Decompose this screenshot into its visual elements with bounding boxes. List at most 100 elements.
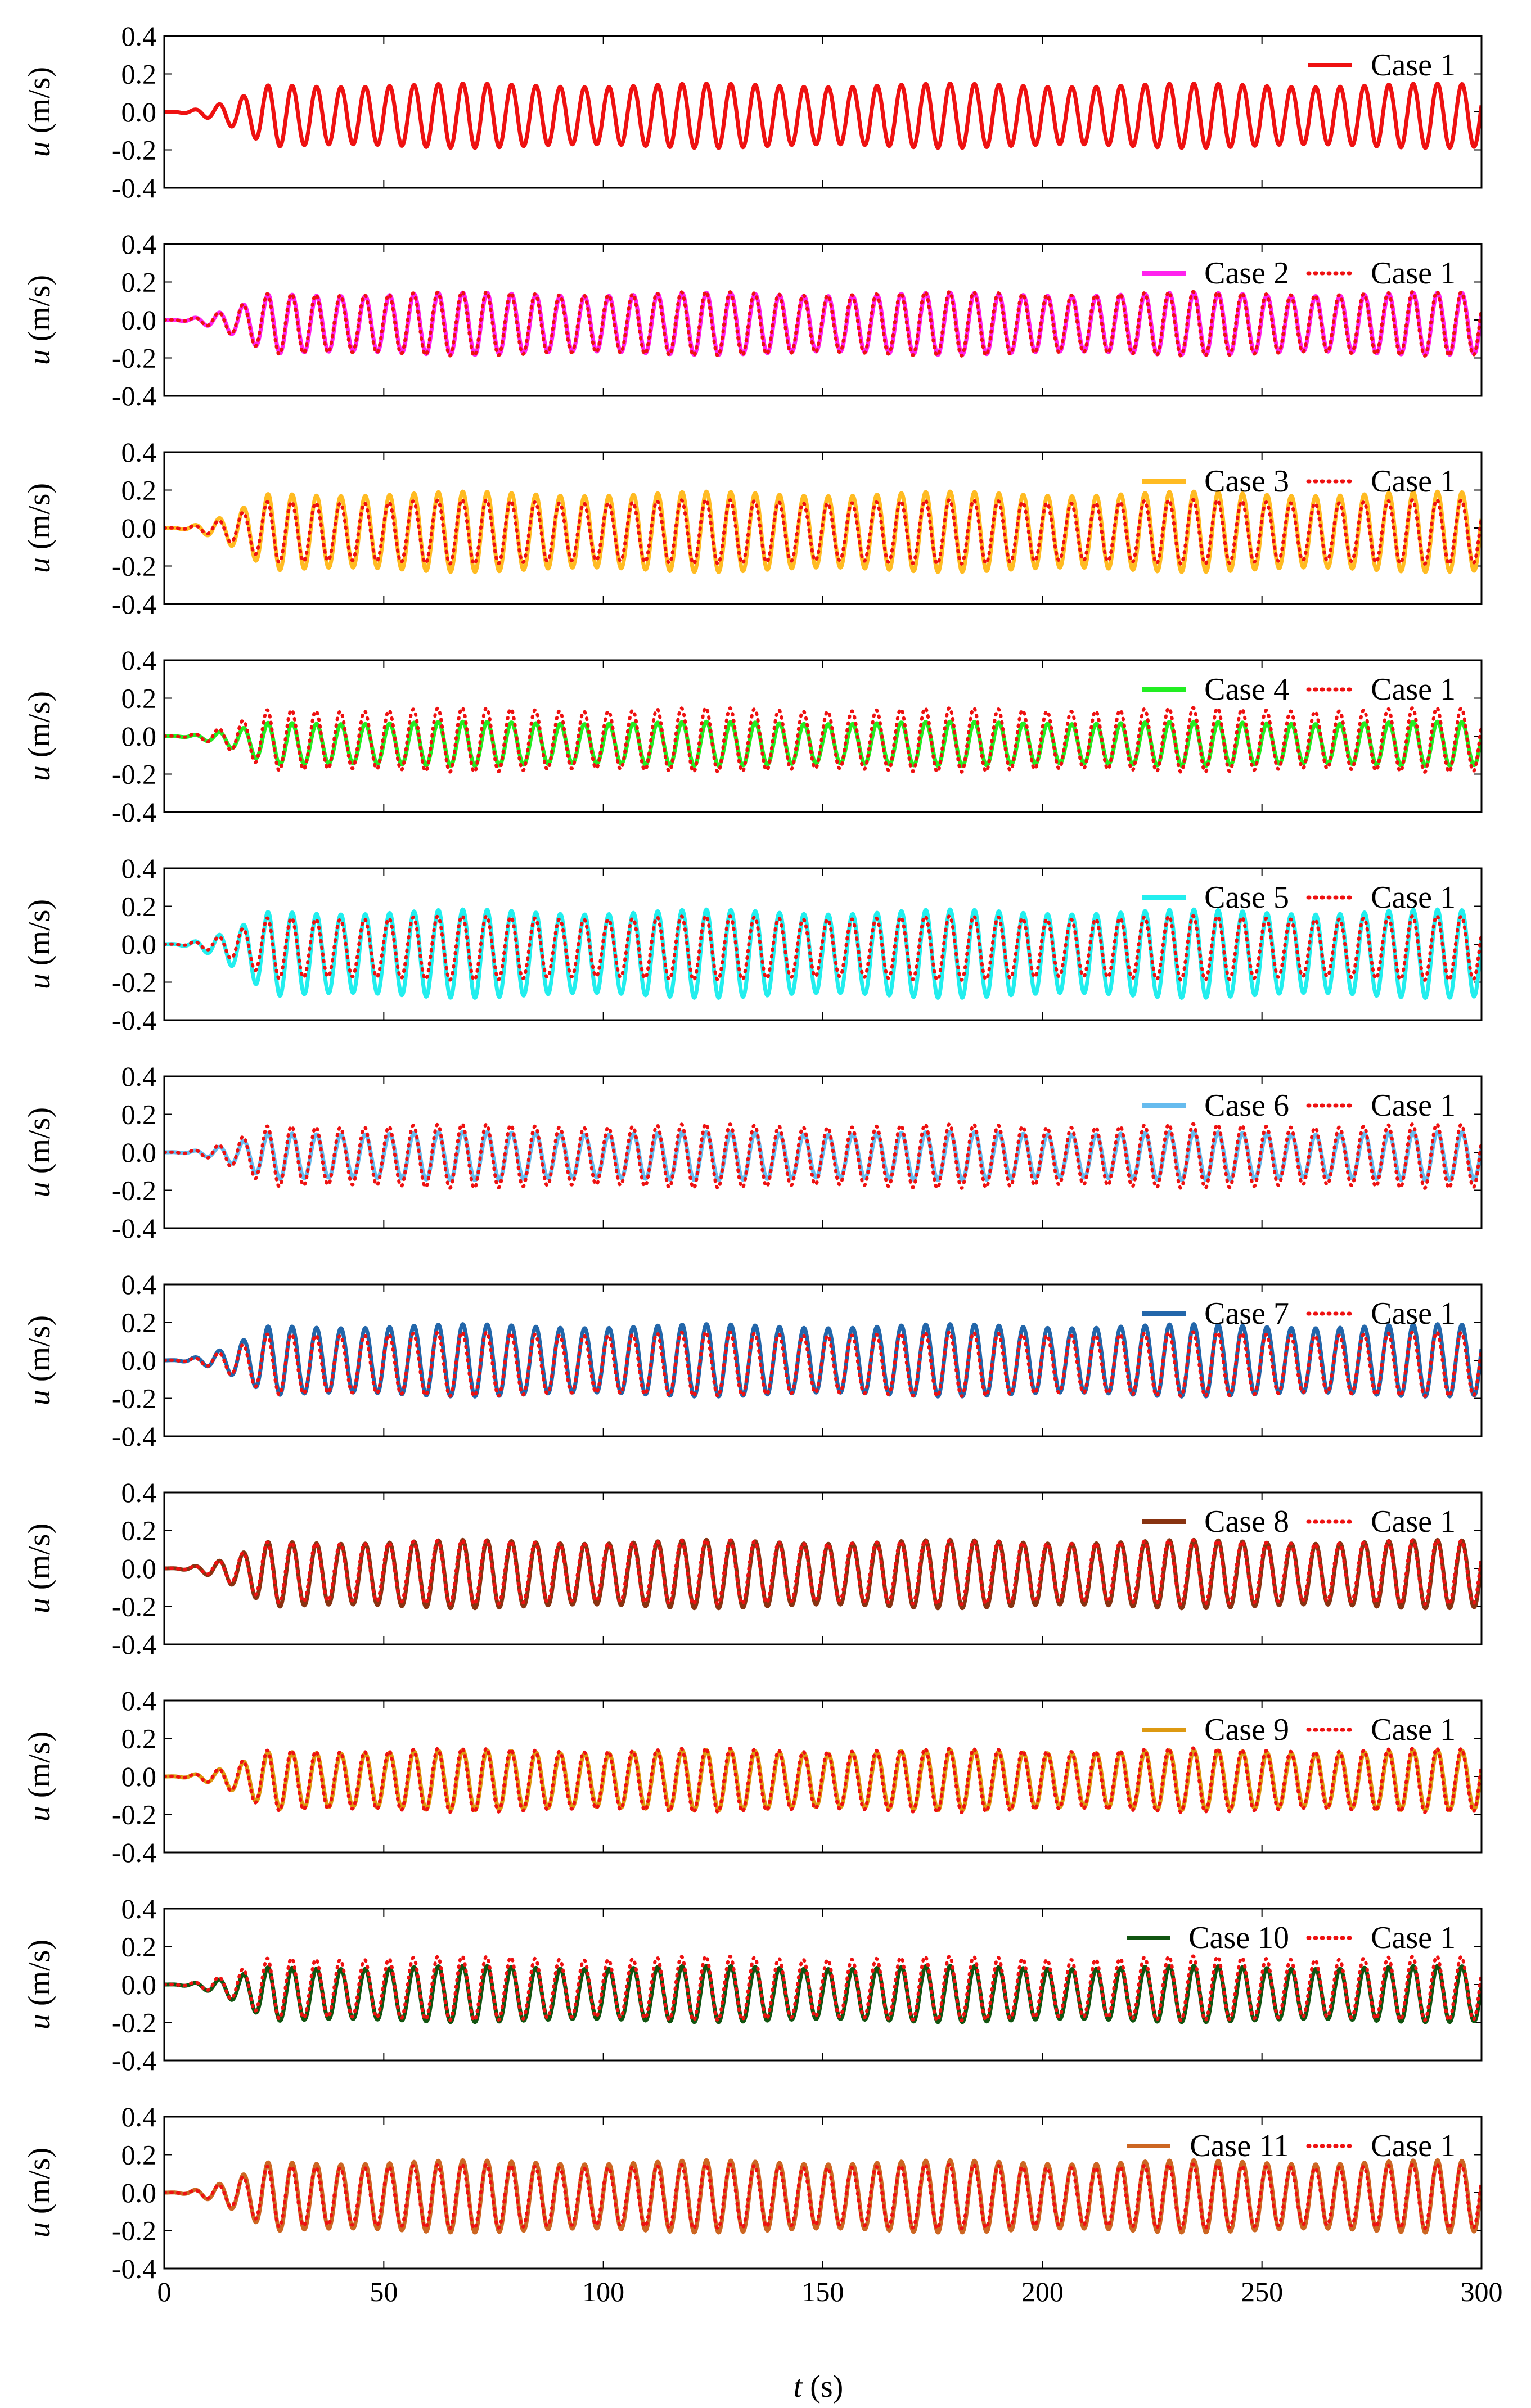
series-line-case-1 <box>164 290 1482 358</box>
legend-label-case-1: Case 1 <box>1371 2129 1456 2163</box>
y-axis-label: u (m/s) <box>22 899 57 989</box>
y-axis-var: u <box>22 1182 57 1197</box>
y-axis-var: u <box>22 765 57 781</box>
y-tick-label: -0.2 <box>112 1799 156 1830</box>
legend-label-case-8: Case 8 <box>1204 1504 1289 1539</box>
y-tick-label: 0.4 <box>121 436 157 468</box>
legend-label-case-1: Case 1 <box>1371 672 1456 707</box>
y-tick-label: 0.4 <box>121 1269 157 1300</box>
panel-9: 0.4 0.2 0.0 -0.2 -0.4 u (m/s) Case 1 Case 9 <box>22 1685 1483 1868</box>
plot-frame <box>163 1075 1483 1229</box>
panel-11: 0.4 0.2 0.0 -0.2 -0.40 50 100 150 200 250 300 u (m/… <box>22 2101 1503 2307</box>
y-tick-label: 0.2 <box>121 475 157 506</box>
y-tick-label: -0.4 <box>112 796 156 828</box>
y-tick-label: -0.2 <box>112 1383 156 1414</box>
y-tick-label: 0.0 <box>121 720 157 752</box>
panel-1: 0.4 0.2 0.0 -0.2 -0.4 u (m/s) Case 1 <box>22 20 1483 204</box>
y-tick-label: 0.2 <box>121 1307 157 1338</box>
y-tick-label: -0.2 <box>112 2007 156 2039</box>
y-axis-var: u <box>22 1806 57 1821</box>
x-axis-label: t (s) <box>794 2369 844 2404</box>
y-tick-label: -0.2 <box>112 551 156 582</box>
legend-label-case-1: Case 1 <box>1371 1088 1456 1123</box>
series-line-case-1 <box>164 1538 1482 1606</box>
panels: 0.4 0.2 0.0 -0.2 -0.4 u (m/s) Case 1 0.4 0.2 0.0 -… <box>22 20 1503 2307</box>
y-tick-label: -0.4 <box>112 2045 156 2076</box>
y-axis-unit: (m/s) <box>22 1940 57 2014</box>
y-axis-label: u (m/s) <box>22 2148 57 2238</box>
panel-5: 0.4 0.2 0.0 -0.2 -0.4 u (m/s) Case 1 Case 5 <box>22 853 1483 1036</box>
y-tick-label: 0.2 <box>121 1723 157 1755</box>
plot-frame <box>163 1908 1483 2062</box>
y-tick-label: 0.2 <box>121 1515 157 1546</box>
series-line-case-1 <box>164 706 1482 774</box>
y-tick-label: -0.2 <box>112 134 156 166</box>
y-tick-label: 0.0 <box>121 1969 157 2000</box>
y-tick-label: 0.0 <box>121 1137 157 1168</box>
x-tick-label: 100 <box>582 2276 624 2307</box>
y-tick-label: -0.2 <box>112 759 156 790</box>
series-line-case-1 <box>164 82 1482 150</box>
y-axis-label: u (m/s) <box>22 1940 57 2030</box>
plot-frame <box>163 659 1483 813</box>
y-tick-label: 0.0 <box>121 1553 157 1584</box>
y-tick-label: 0.4 <box>121 1061 157 1092</box>
series-line-case-1 <box>164 498 1482 566</box>
legend-label-case-1: Case 1 <box>1371 1296 1456 1331</box>
series-line-case-1 <box>164 1746 1482 1814</box>
legend-label-case-4: Case 4 <box>1204 672 1289 707</box>
legend-label-case-10: Case 10 <box>1188 1920 1289 1955</box>
y-axis-unit: (m/s) <box>22 1315 57 1390</box>
series-line-case-1 <box>164 2162 1482 2230</box>
y-tick-label: -0.4 <box>112 380 156 412</box>
y-tick-label: 0.2 <box>121 1931 157 1963</box>
y-tick-label: 0.4 <box>121 20 157 52</box>
y-tick-label: 0.2 <box>121 2139 157 2171</box>
y-axis-label: u (m/s) <box>22 1315 57 1405</box>
y-tick-label: 0.2 <box>121 891 157 922</box>
y-tick-label: 0.0 <box>121 1345 157 1376</box>
y-tick-label: -0.2 <box>112 967 156 998</box>
y-axis-var: u <box>22 349 57 365</box>
y-tick-label: 0.0 <box>121 512 157 544</box>
plot-frame <box>163 2116 1483 2270</box>
y-axis-unit: (m/s) <box>22 899 57 973</box>
y-axis-var: u <box>22 2222 57 2238</box>
plot-frame <box>163 451 1483 605</box>
y-tick-label: -0.4 <box>112 172 156 204</box>
legend-label-case-9: Case 9 <box>1204 1712 1289 1747</box>
y-axis-unit: (m/s) <box>22 1523 57 1598</box>
x-tick-label: 150 <box>802 2276 844 2307</box>
y-axis-var: u <box>22 1598 57 1613</box>
y-axis-label: u (m/s) <box>22 1107 57 1197</box>
y-tick-label: -0.4 <box>112 1837 156 1868</box>
y-tick-label: 0.2 <box>121 683 157 714</box>
legend-label-case-1: Case 1 <box>1371 1920 1456 1955</box>
y-axis-label: u (m/s) <box>22 1731 57 1821</box>
panel-7: 0.4 0.2 0.0 -0.2 -0.4 u (m/s) Case 1 Case 7 <box>22 1269 1483 1452</box>
y-tick-label: -0.4 <box>112 588 156 620</box>
y-tick-label: 0.4 <box>121 2101 157 2132</box>
y-tick-label: -0.2 <box>112 1591 156 1622</box>
series-line-case-10 <box>164 1964 1482 2024</box>
x-tick-label: 250 <box>1241 2276 1283 2307</box>
y-axis-label: u (m/s) <box>22 483 57 573</box>
y-tick-label: -0.2 <box>112 342 156 374</box>
legend-label-case-1: Case 1 <box>1371 464 1456 499</box>
y-tick-label: -0.2 <box>112 2215 156 2247</box>
legend-label-case-1: Case 1 <box>1371 1712 1456 1747</box>
x-axis-var: t <box>794 2369 803 2404</box>
y-tick-label: 0.2 <box>121 58 157 90</box>
legend-label-case-1: Case 1 <box>1371 256 1456 291</box>
y-axis-unit: (m/s) <box>22 1107 57 1182</box>
series-line-case-1 <box>164 1954 1482 2022</box>
y-axis-var: u <box>22 2014 57 2030</box>
legend-label-case-1: Case 1 <box>1371 1504 1456 1539</box>
y-tick-label: 0.0 <box>121 1761 157 1792</box>
y-tick-label: 0.4 <box>121 1893 157 1924</box>
y-axis-var: u <box>22 557 57 573</box>
legend-label-case-6: Case 6 <box>1204 1088 1289 1123</box>
panel-3: 0.4 0.2 0.0 -0.2 -0.4 u (m/s) Case 1 Case 3 <box>22 436 1483 620</box>
legend-label-case-11: Case 11 <box>1190 2129 1289 2163</box>
panel-2: 0.4 0.2 0.0 -0.2 -0.4 u (m/s) Case 1 Case 2 <box>22 228 1483 412</box>
